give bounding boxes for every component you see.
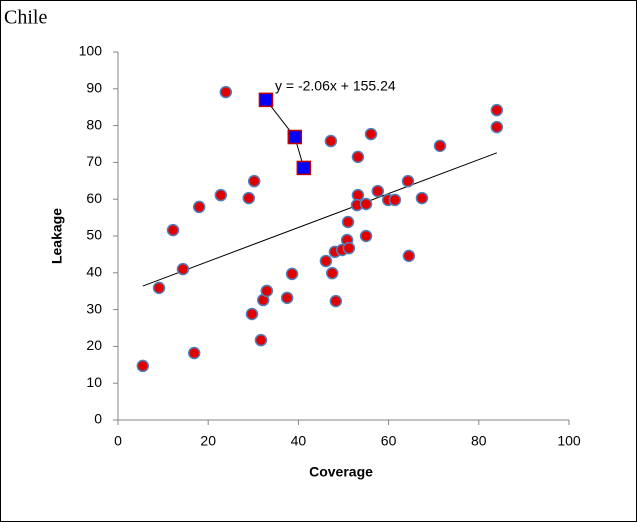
point — [401, 174, 415, 188]
point — [152, 281, 166, 295]
point — [388, 193, 402, 207]
point — [214, 188, 228, 202]
y-tick-label: 10 — [86, 374, 102, 390]
point — [280, 291, 294, 305]
x-axis-label: Coverage — [309, 464, 373, 480]
point — [260, 284, 274, 298]
y-tick-label: 70 — [86, 153, 102, 169]
y-tick-label: 60 — [86, 190, 102, 206]
x-tick-label: 100 — [557, 433, 581, 449]
point — [351, 150, 365, 164]
point — [136, 359, 150, 373]
point — [359, 229, 373, 243]
point — [325, 266, 339, 280]
point — [329, 294, 343, 308]
y-tick-label: 50 — [86, 227, 102, 243]
point — [342, 241, 356, 255]
point — [359, 197, 373, 211]
trendline — [142, 152, 498, 287]
point — [402, 249, 416, 263]
point — [433, 139, 447, 153]
y-tick-label: 40 — [86, 264, 102, 280]
square-point — [296, 160, 312, 176]
x-tick-label: 40 — [291, 433, 307, 449]
point — [319, 254, 333, 268]
equation-label: y = -2.06x + 155.24 — [275, 78, 396, 94]
x-tick-label: 60 — [381, 433, 397, 449]
x-tick-label: 20 — [200, 433, 216, 449]
point — [490, 120, 504, 134]
y-tick-label: 30 — [86, 300, 102, 316]
point — [176, 262, 190, 276]
point — [187, 346, 201, 360]
y-tick-label: 80 — [86, 116, 102, 132]
point — [371, 184, 385, 198]
point — [247, 174, 261, 188]
square-point — [258, 92, 274, 108]
point — [415, 191, 429, 205]
chart-title: Chile — [4, 7, 47, 29]
point — [324, 134, 338, 148]
point — [245, 307, 259, 321]
point — [254, 333, 268, 347]
point — [341, 215, 355, 229]
y-axis-label: Leakage — [49, 208, 65, 264]
y-tick-label: 90 — [86, 80, 102, 96]
y-tick-label: 100 — [79, 43, 103, 59]
point — [285, 267, 299, 281]
point — [219, 85, 233, 99]
point — [192, 200, 206, 214]
point — [490, 103, 504, 117]
square-point — [287, 129, 303, 145]
x-tick-label: 80 — [471, 433, 487, 449]
y-tick-label: 20 — [86, 337, 102, 353]
point — [364, 127, 378, 141]
point — [242, 191, 256, 205]
x-tick-label: 0 — [114, 433, 122, 449]
point — [166, 223, 180, 237]
y-tick-label: 0 — [94, 411, 102, 427]
